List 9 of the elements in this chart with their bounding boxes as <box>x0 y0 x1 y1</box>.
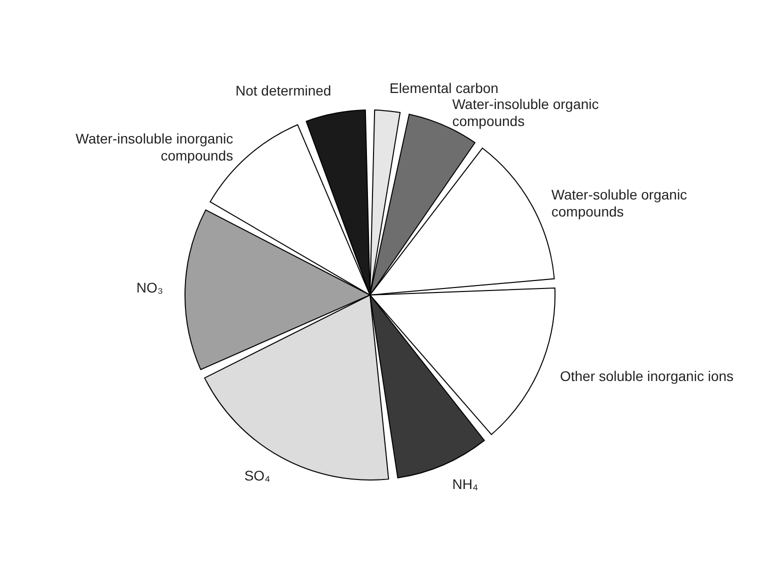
slice-label: Water-insoluble inorganic compounds <box>76 130 234 164</box>
slice-label: SO₄ <box>244 467 271 484</box>
slice-label: Not determined <box>235 82 332 99</box>
slice-label: Water-soluble organic compounds <box>551 186 688 220</box>
slice-label: Elemental carbon <box>389 80 498 96</box>
slice-label: Other soluble inorganic ions <box>560 368 734 384</box>
slice-label: NH₄ <box>452 476 478 492</box>
slice-label: NO₃ <box>136 280 164 296</box>
slice-label: Water-insoluble organic compounds <box>452 96 599 130</box>
